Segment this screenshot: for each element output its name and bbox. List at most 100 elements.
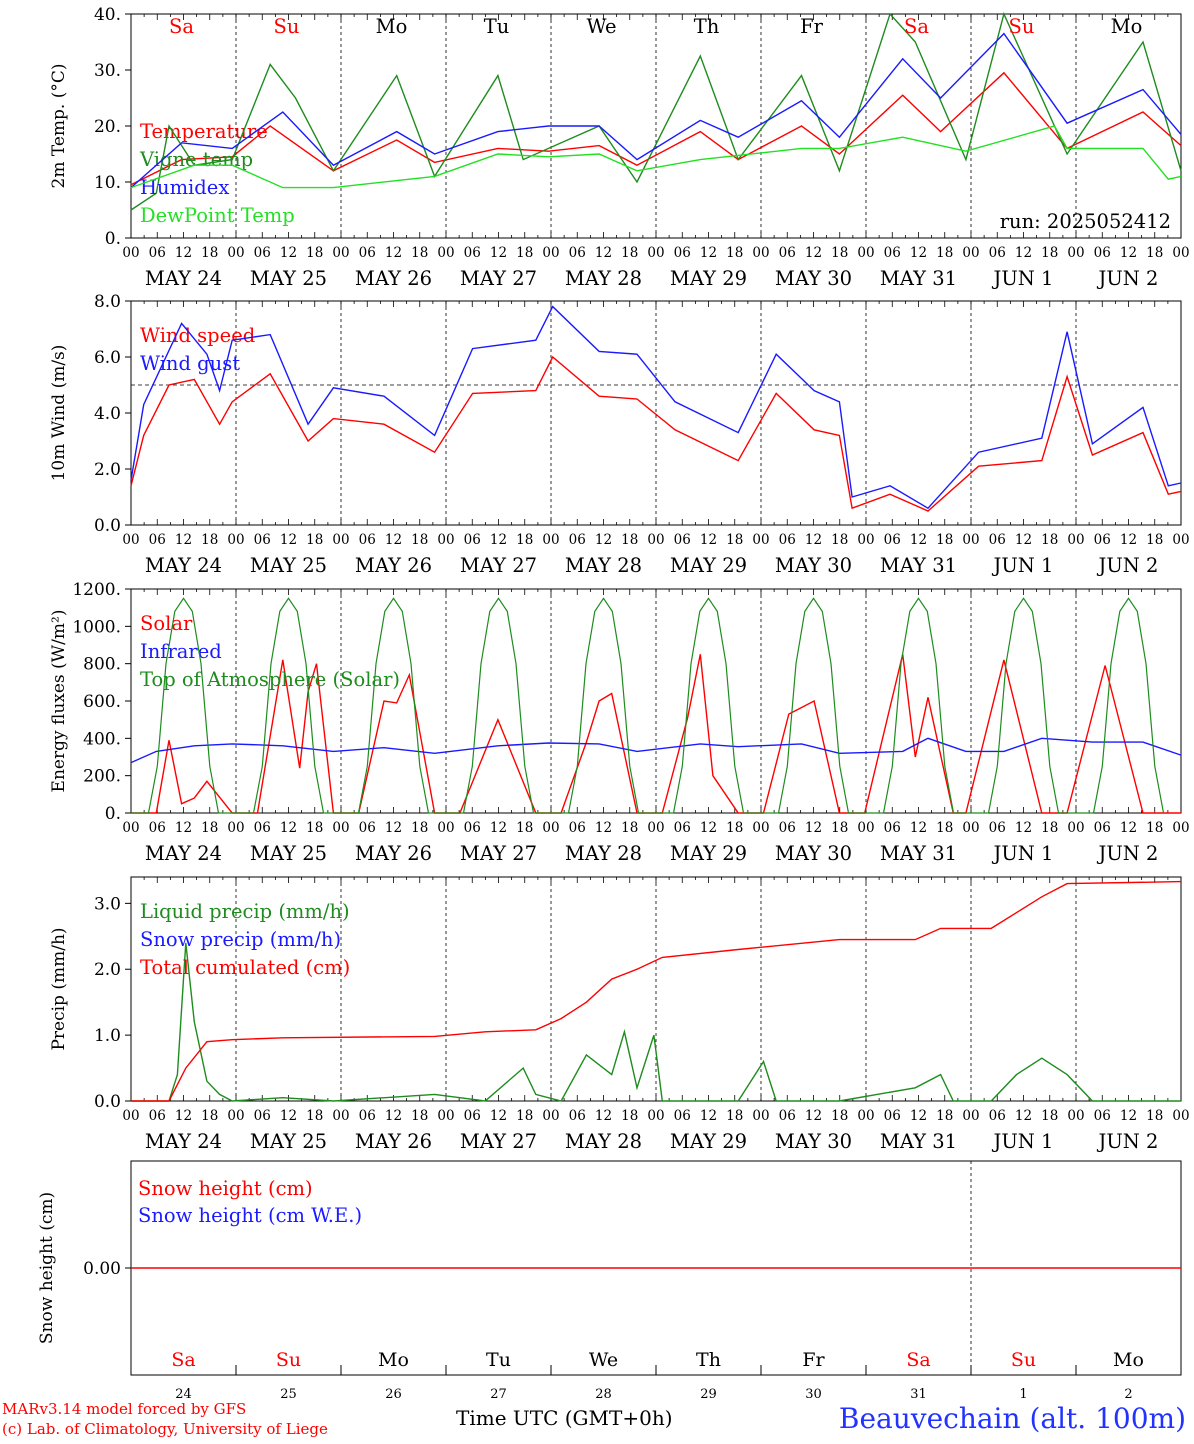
temp-hour-label: 18 bbox=[411, 245, 428, 261]
energy-hour-label: 06 bbox=[254, 820, 271, 836]
energy-hour-label: 00 bbox=[437, 820, 454, 836]
wind-hour-label: 12 bbox=[910, 532, 927, 548]
wind-hour-label: 06 bbox=[464, 532, 481, 548]
snow-day-name: Mo bbox=[378, 1349, 409, 1371]
precip-hour-label: 06 bbox=[1094, 1108, 1111, 1124]
wind-hour-label: 12 bbox=[595, 532, 612, 548]
precip-hour-label: 00 bbox=[122, 1108, 139, 1124]
precip-series-2 bbox=[131, 880, 1182, 1102]
energy-hour-label: 18 bbox=[516, 820, 533, 836]
temp-date-label: MAY 25 bbox=[250, 267, 327, 290]
snow-day-name: Su bbox=[1011, 1349, 1036, 1371]
temp-hour-label: 06 bbox=[884, 245, 901, 261]
precip-hour-label: 00 bbox=[542, 1108, 559, 1124]
snow-day-name: Sa bbox=[906, 1349, 930, 1371]
energy-hour-label: 00 bbox=[962, 820, 979, 836]
precip-hour-label: 00 bbox=[857, 1108, 874, 1124]
temp-hour-label: 06 bbox=[464, 245, 481, 261]
energy-date-label: JUN 2 bbox=[1097, 842, 1159, 865]
precip-hour-label: 06 bbox=[779, 1108, 796, 1124]
temp-day-name: Sa bbox=[169, 15, 194, 38]
wind-hour-label: 12 bbox=[385, 532, 402, 548]
precip-hour-label: 00 bbox=[332, 1108, 349, 1124]
wind-hour-label: 00 bbox=[962, 532, 979, 548]
energy-hour-label: 00 bbox=[542, 820, 559, 836]
wind-hour-label: 18 bbox=[411, 532, 428, 548]
energy-ytick-label: 400. bbox=[83, 729, 121, 749]
energy-series-1 bbox=[130, 737, 1182, 764]
energy-hour-label: 18 bbox=[201, 820, 218, 836]
energy-ytick-label: 0. bbox=[105, 804, 121, 824]
wind-series-1 bbox=[130, 305, 1182, 510]
temp-day-name: Mo bbox=[376, 15, 408, 38]
energy-hour-label: 00 bbox=[1172, 820, 1189, 836]
temp-hour-label: 06 bbox=[779, 245, 796, 261]
wind-date-label: JUN 2 bbox=[1097, 554, 1159, 577]
temp-hour-label: 06 bbox=[674, 245, 691, 261]
energy-hour-label: 18 bbox=[621, 820, 638, 836]
precip-date-label: MAY 29 bbox=[670, 1130, 747, 1153]
wind-date-label: MAY 26 bbox=[355, 554, 432, 577]
temp-ytick-label: 20. bbox=[94, 117, 121, 137]
wind-hour-label: 18 bbox=[516, 532, 533, 548]
energy-hour-label: 00 bbox=[857, 820, 874, 836]
temp-hour-label: 00 bbox=[1172, 245, 1189, 261]
energy-ytick-label: 1000. bbox=[72, 617, 121, 637]
precip-hour-label: 06 bbox=[989, 1108, 1006, 1124]
precip-hour-label: 18 bbox=[411, 1108, 428, 1124]
wind-date-label: JUN 1 bbox=[992, 554, 1054, 577]
wind-hour-label: 18 bbox=[306, 532, 323, 548]
energy-hour-label: 12 bbox=[1015, 820, 1032, 836]
precip-hour-label: 18 bbox=[726, 1108, 743, 1124]
temp-hour-label: 12 bbox=[910, 245, 927, 261]
wind-legend-0: Wind speed bbox=[140, 324, 255, 347]
temp-hour-label: 12 bbox=[700, 245, 717, 261]
energy-hour-label: 12 bbox=[280, 820, 297, 836]
energy-hour-label: 00 bbox=[647, 820, 664, 836]
energy-legend-2: Top of Atmosphere (Solar) bbox=[140, 668, 400, 691]
wind-hour-label: 00 bbox=[542, 532, 559, 548]
wind-hour-label: 06 bbox=[1094, 532, 1111, 548]
precip-hour-label: 06 bbox=[884, 1108, 901, 1124]
energy-date-label: MAY 30 bbox=[775, 842, 852, 865]
lab-credit: (c) Lab. of Climatology, University of L… bbox=[2, 1420, 328, 1438]
temp-date-label: MAY 26 bbox=[355, 267, 432, 290]
wind-hour-label: 00 bbox=[122, 532, 139, 548]
energy-hour-label: 18 bbox=[726, 820, 743, 836]
energy-hour-label: 12 bbox=[595, 820, 612, 836]
precip-hour-label: 12 bbox=[1120, 1108, 1137, 1124]
temp-hour-label: 00 bbox=[227, 245, 244, 261]
precip-series-0 bbox=[131, 942, 1181, 1102]
energy-hour-label: 12 bbox=[490, 820, 507, 836]
temp-date-label: JUN 2 bbox=[1097, 267, 1159, 290]
wind-hour-label: 06 bbox=[149, 532, 166, 548]
wind-ytick-label: 0.0 bbox=[94, 516, 121, 536]
wind-hour-label: 00 bbox=[227, 532, 244, 548]
temp-hour-label: 18 bbox=[1041, 245, 1058, 261]
precip-hour-label: 06 bbox=[674, 1108, 691, 1124]
temp-hour-label: 18 bbox=[831, 245, 848, 261]
precip-hour-label: 00 bbox=[437, 1108, 454, 1124]
temp-day-name: Sa bbox=[904, 15, 929, 38]
precip-legend-0: Liquid precip (mm/h) bbox=[140, 900, 350, 923]
precip-hour-label: 12 bbox=[385, 1108, 402, 1124]
energy-series-2 bbox=[131, 597, 1165, 814]
energy-hour-label: 18 bbox=[1146, 820, 1163, 836]
precip-hour-label: 06 bbox=[254, 1108, 271, 1124]
snow-day-name: Sa bbox=[171, 1349, 195, 1371]
energy-hour-label: 06 bbox=[359, 820, 376, 836]
run-label: run: 2025052412 bbox=[1000, 210, 1171, 233]
snow-legend-1: Snow height (cm W.E.) bbox=[138, 1204, 362, 1227]
temp-date-label: JUN 1 bbox=[992, 267, 1054, 290]
energy-hour-label: 00 bbox=[1067, 820, 1084, 836]
energy-series-0 bbox=[131, 654, 1181, 814]
energy-ytick-label: 600. bbox=[83, 692, 121, 712]
temp-series-2 bbox=[130, 32, 1182, 189]
precip-ytick-label: 1.0 bbox=[94, 1026, 121, 1046]
energy-hour-label: 12 bbox=[910, 820, 927, 836]
wind-hour-label: 00 bbox=[1172, 532, 1189, 548]
precip-hour-label: 18 bbox=[201, 1108, 218, 1124]
temp-hour-label: 00 bbox=[437, 245, 454, 261]
snow-day-name: Tu bbox=[486, 1349, 511, 1371]
temp-day-name: We bbox=[587, 15, 617, 38]
